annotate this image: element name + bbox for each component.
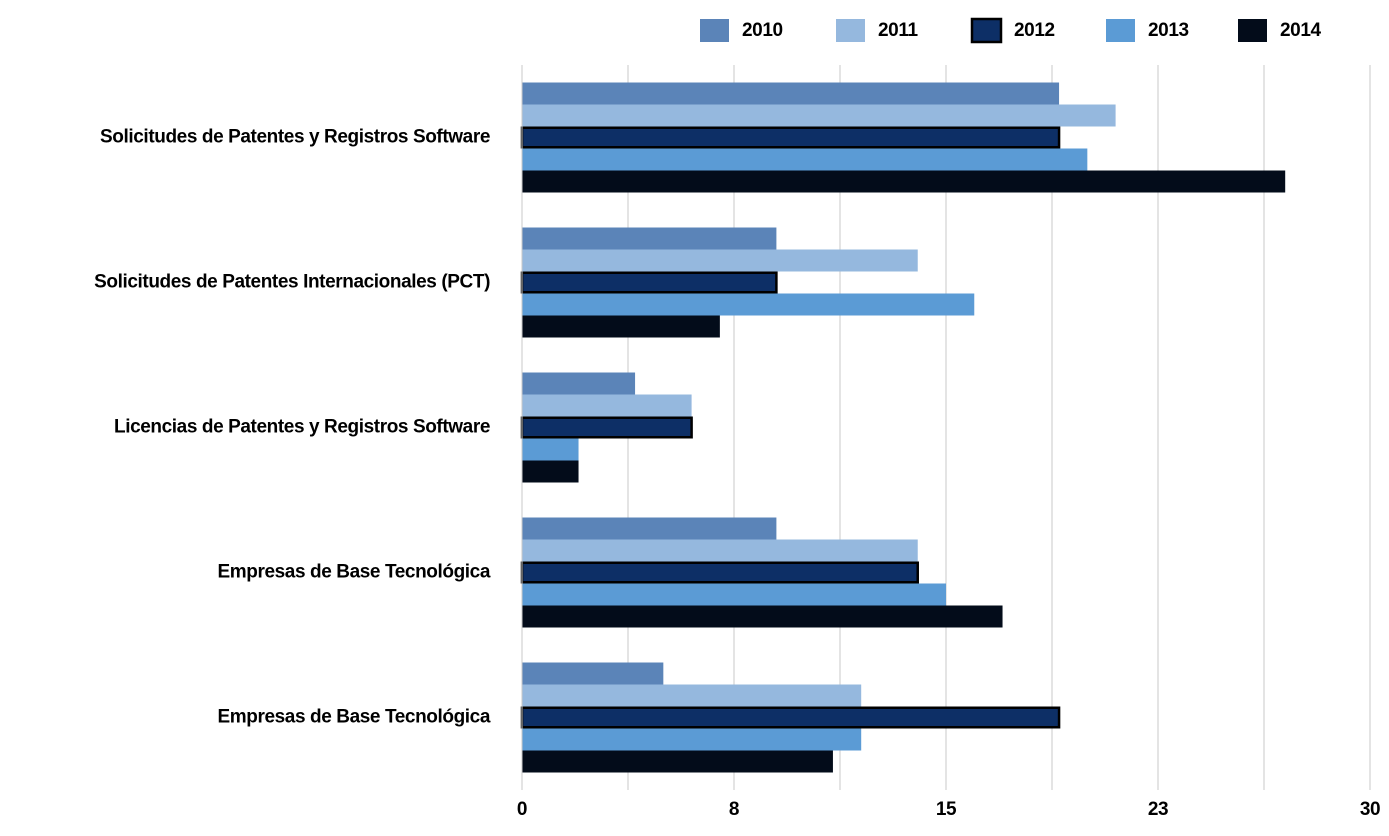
legend-swatch <box>700 19 729 42</box>
legend-label: 2011 <box>878 20 918 41</box>
legend-label: 2012 <box>1014 20 1055 41</box>
legend-swatch <box>1238 19 1267 42</box>
bar <box>522 583 946 606</box>
x-tick-label: 23 <box>1148 799 1168 820</box>
bar <box>522 517 777 540</box>
bar <box>520 561 919 584</box>
bar <box>522 372 636 395</box>
legend-swatch <box>836 19 865 42</box>
legend-label: 2014 <box>1280 20 1322 41</box>
bar <box>522 104 1116 127</box>
x-tick-label: 30 <box>1360 799 1380 820</box>
bar <box>522 728 862 751</box>
bar <box>520 271 778 294</box>
legend-swatch <box>970 17 1003 44</box>
category-label: Empresas de Base Tecnológica <box>217 562 490 583</box>
bar <box>520 416 693 439</box>
legend-label: 2013 <box>1148 20 1189 41</box>
bar <box>520 706 1061 729</box>
x-tick-label: 0 <box>517 799 527 820</box>
bar <box>522 394 692 417</box>
bar <box>522 605 1003 628</box>
x-tick-label: 8 <box>729 799 739 820</box>
bar <box>522 170 1286 193</box>
category-label: Empresas de Base Tecnológica <box>217 707 490 728</box>
bar <box>522 249 918 272</box>
bar <box>522 684 862 707</box>
bar <box>522 438 579 461</box>
legend-swatch <box>1106 19 1135 42</box>
bar <box>522 750 833 773</box>
bar <box>522 227 777 250</box>
category-label: Solicitudes de Patentes Internacionales … <box>94 272 490 293</box>
x-tick-label: 15 <box>936 799 957 820</box>
bar <box>522 539 918 562</box>
bar <box>522 148 1088 171</box>
bar <box>522 662 664 685</box>
bar <box>520 126 1061 149</box>
bar <box>522 82 1060 105</box>
bar <box>522 460 579 483</box>
legend-label: 2010 <box>742 20 783 41</box>
category-label: Licencias de Patentes y Registros Softwa… <box>114 417 490 438</box>
bar <box>522 293 975 316</box>
bar <box>522 315 720 338</box>
category-label: Solicitudes de Patentes y Registros Soft… <box>100 127 490 148</box>
